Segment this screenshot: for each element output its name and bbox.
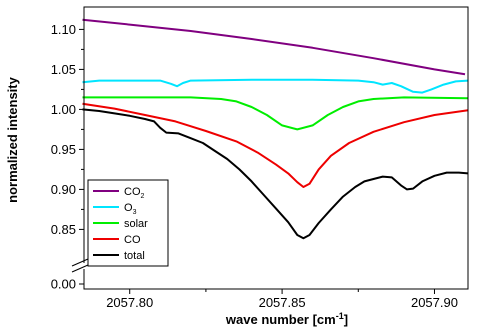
y-axis-break (71, 258, 89, 273)
legend-label-main: CO (124, 186, 141, 198)
legend-label-co: CO (124, 234, 141, 246)
x-axis-title-end: ] (344, 312, 348, 327)
plot-frame (83, 6, 469, 290)
series-line-co2 (82, 18, 466, 76)
y-tick-label: 1.05 (51, 62, 76, 77)
series-line-total (82, 108, 469, 240)
legend-label-sub: 2 (141, 193, 145, 200)
legend-label-o3: O3 (124, 202, 137, 216)
axis-break-mark (71, 258, 89, 267)
legend-label-main: total (124, 250, 145, 262)
x-tick-label: 2057.80 (106, 295, 153, 310)
y-tick-label: 1.00 (51, 102, 76, 117)
y-tick-label: 0.95 (51, 142, 76, 157)
y-axis-title: normalized intensity (5, 76, 20, 202)
series-line-solar (82, 96, 469, 131)
legend-label-solar: solar (124, 218, 148, 230)
y-tick-label-zero: 0.00 (51, 277, 76, 292)
legend-label-total: total (124, 250, 145, 262)
axis-break-mark (71, 264, 89, 273)
x-axis-title-sup: -1 (336, 311, 344, 321)
legend-label-sub: 3 (133, 209, 137, 216)
y-tick-label: 0.90 (51, 182, 76, 197)
x-axis-title: wave number [cm-1] (225, 311, 348, 327)
series-line-o3 (82, 78, 469, 94)
x-tick-label: 2057.85 (259, 295, 306, 310)
legend-label-co2: CO2 (124, 186, 145, 200)
y-tick-label: 1.10 (51, 22, 76, 37)
y-tick-label: 0.85 (51, 222, 76, 237)
legend-label-main: CO (124, 234, 141, 246)
series-layer (82, 18, 469, 240)
axis-break-gap (72, 263, 86, 269)
x-tick-label: 2057.90 (411, 295, 458, 310)
legend-label-main: O (124, 202, 133, 214)
legend-label-main: solar (124, 218, 148, 230)
axes-layer: 0.85 0.90 0.95 1.00 1.05 1.10 0.00 2057.80 2057.… (51, 6, 469, 310)
x-axis-title-main: wave number [cm (225, 312, 336, 327)
series-line-co (82, 102, 469, 188)
